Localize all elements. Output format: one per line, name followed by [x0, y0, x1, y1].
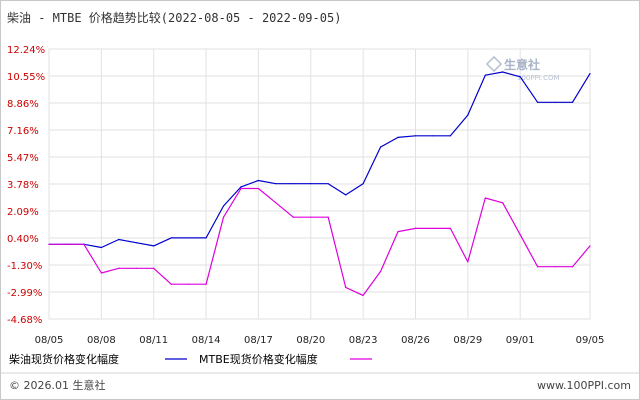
y-tick-label: 12.24% — [7, 45, 45, 56]
x-tick-label: 08/17 — [244, 335, 273, 346]
data-point-series-1 — [467, 114, 469, 116]
data-point-series-1 — [310, 183, 312, 185]
x-tick-label: 09/05 — [576, 335, 605, 346]
data-point-series-2 — [222, 216, 225, 218]
data-point-series-1 — [135, 242, 137, 244]
data-point-series-2 — [589, 245, 591, 247]
data-point-series-2 — [118, 267, 120, 269]
data-point-series-2 — [432, 227, 434, 229]
y-tick-label: 0.40% — [7, 234, 39, 245]
data-point-series-2 — [292, 216, 294, 218]
data-point-series-1 — [432, 135, 434, 137]
data-point-series-1 — [379, 146, 382, 148]
data-point-series-2 — [345, 286, 347, 289]
data-point-series-2 — [153, 267, 155, 269]
data-point-series-2 — [100, 272, 102, 274]
data-point-series-2 — [257, 187, 260, 190]
data-point-series-1 — [118, 238, 120, 241]
data-point-series-2 — [554, 266, 556, 268]
data-point-series-2 — [135, 267, 137, 269]
x-tick-label: 09/01 — [506, 335, 535, 346]
watermark-logo-icon — [485, 55, 503, 73]
data-point-series-1 — [502, 71, 504, 73]
data-point-series-2 — [362, 294, 364, 296]
data-point-series-1 — [414, 135, 417, 137]
data-point-series-2 — [414, 227, 417, 229]
chart-title: 柴油 - MTBE 价格趋势比较(2022-08-05 - 2022-09-05… — [7, 11, 342, 25]
data-point-series-2 — [537, 266, 539, 268]
data-point-series-2 — [48, 243, 50, 245]
data-point-series-1 — [170, 237, 172, 239]
y-tick-label: 3.78% — [7, 180, 39, 191]
data-point-series-1 — [537, 101, 539, 103]
data-point-series-2 — [275, 202, 277, 204]
y-tick-label: -2.99% — [7, 288, 42, 299]
x-tick-label: 08/26 — [401, 335, 430, 346]
data-point-series-2 — [484, 197, 486, 199]
data-point-series-1 — [188, 237, 190, 239]
data-point-series-1 — [327, 183, 329, 185]
data-point-series-2 — [240, 187, 242, 190]
data-point-series-1 — [240, 186, 242, 188]
data-point-series-1 — [222, 205, 225, 207]
y-tick-label: -1.30% — [7, 261, 42, 272]
footer-copyright: © 2026.01 生意社 — [9, 378, 105, 392]
data-point-series-1 — [397, 136, 399, 139]
y-tick-label: 2.09% — [7, 207, 39, 218]
data-point-series-1 — [362, 183, 364, 185]
data-point-series-2 — [449, 227, 451, 229]
data-point-series-1 — [571, 101, 574, 103]
legend-label-2: MTBE现货价格变化幅度 — [199, 352, 318, 366]
series-line-1 — [49, 71, 591, 249]
y-tick-label: 8.86% — [7, 99, 39, 110]
data-point-series-1 — [484, 74, 486, 76]
series-line-2 — [49, 187, 591, 296]
data-point-series-1 — [345, 194, 347, 196]
data-point-series-2 — [571, 266, 574, 268]
data-point-series-2 — [205, 283, 207, 285]
data-point-series-1 — [257, 179, 260, 182]
data-point-series-2 — [310, 216, 312, 218]
data-point-series-1 — [292, 183, 294, 185]
y-tick-label: 10.55% — [7, 72, 45, 83]
data-point-series-1 — [554, 101, 556, 103]
data-point-series-2 — [502, 202, 504, 204]
x-tick-label: 08/20 — [296, 335, 325, 346]
legend-label-1: 柴油现货价格变化幅度 — [9, 352, 119, 366]
data-point-series-2 — [65, 243, 68, 245]
x-tick-label: 08/29 — [453, 335, 482, 346]
data-point-series-1 — [275, 183, 277, 185]
x-tick-label: 08/05 — [35, 335, 64, 346]
data-point-series-2 — [170, 283, 172, 285]
data-point-series-2 — [188, 283, 190, 285]
y-tick-label: -4.68% — [7, 315, 42, 326]
footer-url: www.100PPI.com — [537, 379, 631, 392]
watermark-url: 100PPI.COM — [517, 74, 560, 82]
data-point-series-1 — [153, 245, 155, 247]
data-point-series-2 — [83, 243, 85, 245]
data-point-series-1 — [100, 246, 102, 249]
y-tick-label: 7.16% — [7, 126, 39, 137]
x-tick-label: 08/11 — [139, 335, 168, 346]
x-tick-label: 08/08 — [87, 335, 116, 346]
data-point-series-2 — [379, 270, 382, 273]
data-point-series-1 — [205, 237, 207, 239]
x-tick-label: 08/23 — [349, 335, 378, 346]
data-point-series-2 — [467, 261, 469, 263]
data-point-series-1 — [519, 76, 521, 78]
data-point-series-2 — [397, 230, 399, 233]
x-tick-label: 08/14 — [192, 335, 221, 346]
data-point-series-2 — [519, 234, 521, 236]
watermark-name: 生意社 — [504, 57, 540, 72]
data-point-series-1 — [449, 135, 451, 137]
y-tick-label: 5.47% — [7, 153, 39, 164]
data-point-series-2 — [327, 216, 329, 218]
data-point-series-1 — [589, 72, 591, 75]
